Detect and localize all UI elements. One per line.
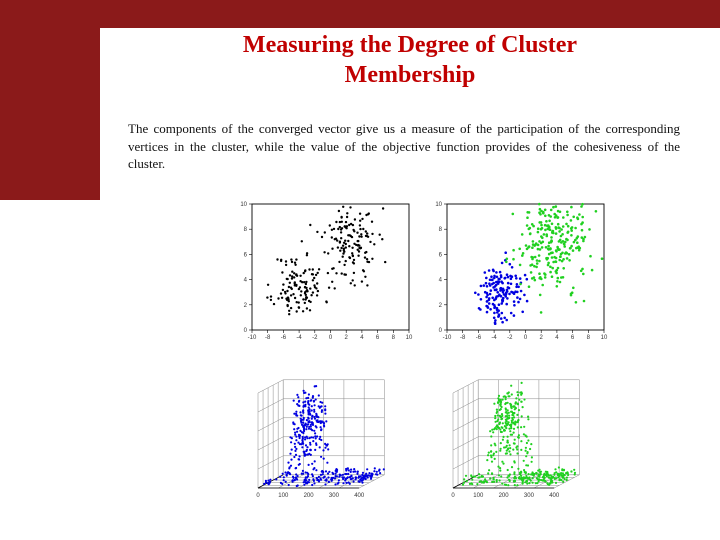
- svg-text:400: 400: [549, 493, 560, 499]
- scatter3d-panel-bottom-right: 0 100 200 300 400: [425, 354, 610, 514]
- svg-text:100: 100: [473, 493, 484, 499]
- svg-text:2: 2: [345, 335, 349, 341]
- svg-text:8: 8: [244, 227, 248, 233]
- svg-text:-8: -8: [460, 335, 466, 341]
- svg-text:100: 100: [278, 493, 289, 499]
- top-accent-bar: [0, 0, 720, 28]
- svg-text:200: 200: [304, 493, 315, 499]
- svg-text:6: 6: [439, 252, 443, 258]
- svg-text:8: 8: [392, 335, 396, 341]
- svg-text:0: 0: [256, 493, 260, 499]
- slide-title: Measuring the Degree of Cluster Membersh…: [180, 30, 640, 90]
- svg-text:300: 300: [524, 493, 535, 499]
- svg-text:-6: -6: [476, 335, 482, 341]
- svg-text:0: 0: [524, 335, 528, 341]
- svg-text:-2: -2: [312, 335, 318, 341]
- svg-text:8: 8: [587, 335, 591, 341]
- svg-text:-4: -4: [296, 335, 302, 341]
- svg-text:4: 4: [360, 335, 364, 341]
- svg-text:4: 4: [244, 278, 248, 284]
- scatter3d-panel-bottom-left: 0 100 200 300 400: [230, 354, 415, 514]
- svg-text:6: 6: [244, 252, 248, 258]
- side-accent-block: [0, 0, 100, 200]
- svg-text:-10: -10: [248, 335, 257, 341]
- svg-text:200: 200: [499, 493, 510, 499]
- svg-text:8: 8: [439, 227, 443, 233]
- svg-text:-2: -2: [507, 335, 513, 341]
- svg-text:400: 400: [354, 493, 365, 499]
- svg-text:2: 2: [540, 335, 544, 341]
- scatter-panel-top-left: -10 -8 -6 -4 -2 0 2 4 6 8 10 0 2 4 6 8 10: [230, 198, 415, 348]
- svg-text:2: 2: [244, 303, 248, 309]
- svg-text:2: 2: [439, 303, 443, 309]
- svg-text:0: 0: [451, 493, 455, 499]
- svg-text:-6: -6: [281, 335, 287, 341]
- svg-text:6: 6: [376, 335, 380, 341]
- svg-text:-8: -8: [265, 335, 271, 341]
- svg-text:4: 4: [555, 335, 559, 341]
- svg-text:300: 300: [329, 493, 340, 499]
- slide-body-text: The components of the converged vector g…: [128, 120, 680, 173]
- svg-text:-4: -4: [491, 335, 497, 341]
- svg-text:4: 4: [439, 278, 443, 284]
- svg-text:0: 0: [244, 328, 248, 334]
- svg-text:6: 6: [571, 335, 575, 341]
- scatter-panel-top-right: -10 -8 -6 -4 -2 0 2 4 6 8 10 0 2 4 6 8 10: [425, 198, 610, 348]
- svg-text:-10: -10: [443, 335, 452, 341]
- svg-text:10: 10: [240, 202, 247, 208]
- svg-text:10: 10: [435, 202, 442, 208]
- svg-text:0: 0: [439, 328, 443, 334]
- svg-text:0: 0: [329, 335, 333, 341]
- svg-text:10: 10: [406, 335, 413, 341]
- svg-text:10: 10: [601, 335, 608, 341]
- figure-grid: -10-8-6-4-202468100246810 -10-8-6-4-2024…: [230, 198, 610, 514]
